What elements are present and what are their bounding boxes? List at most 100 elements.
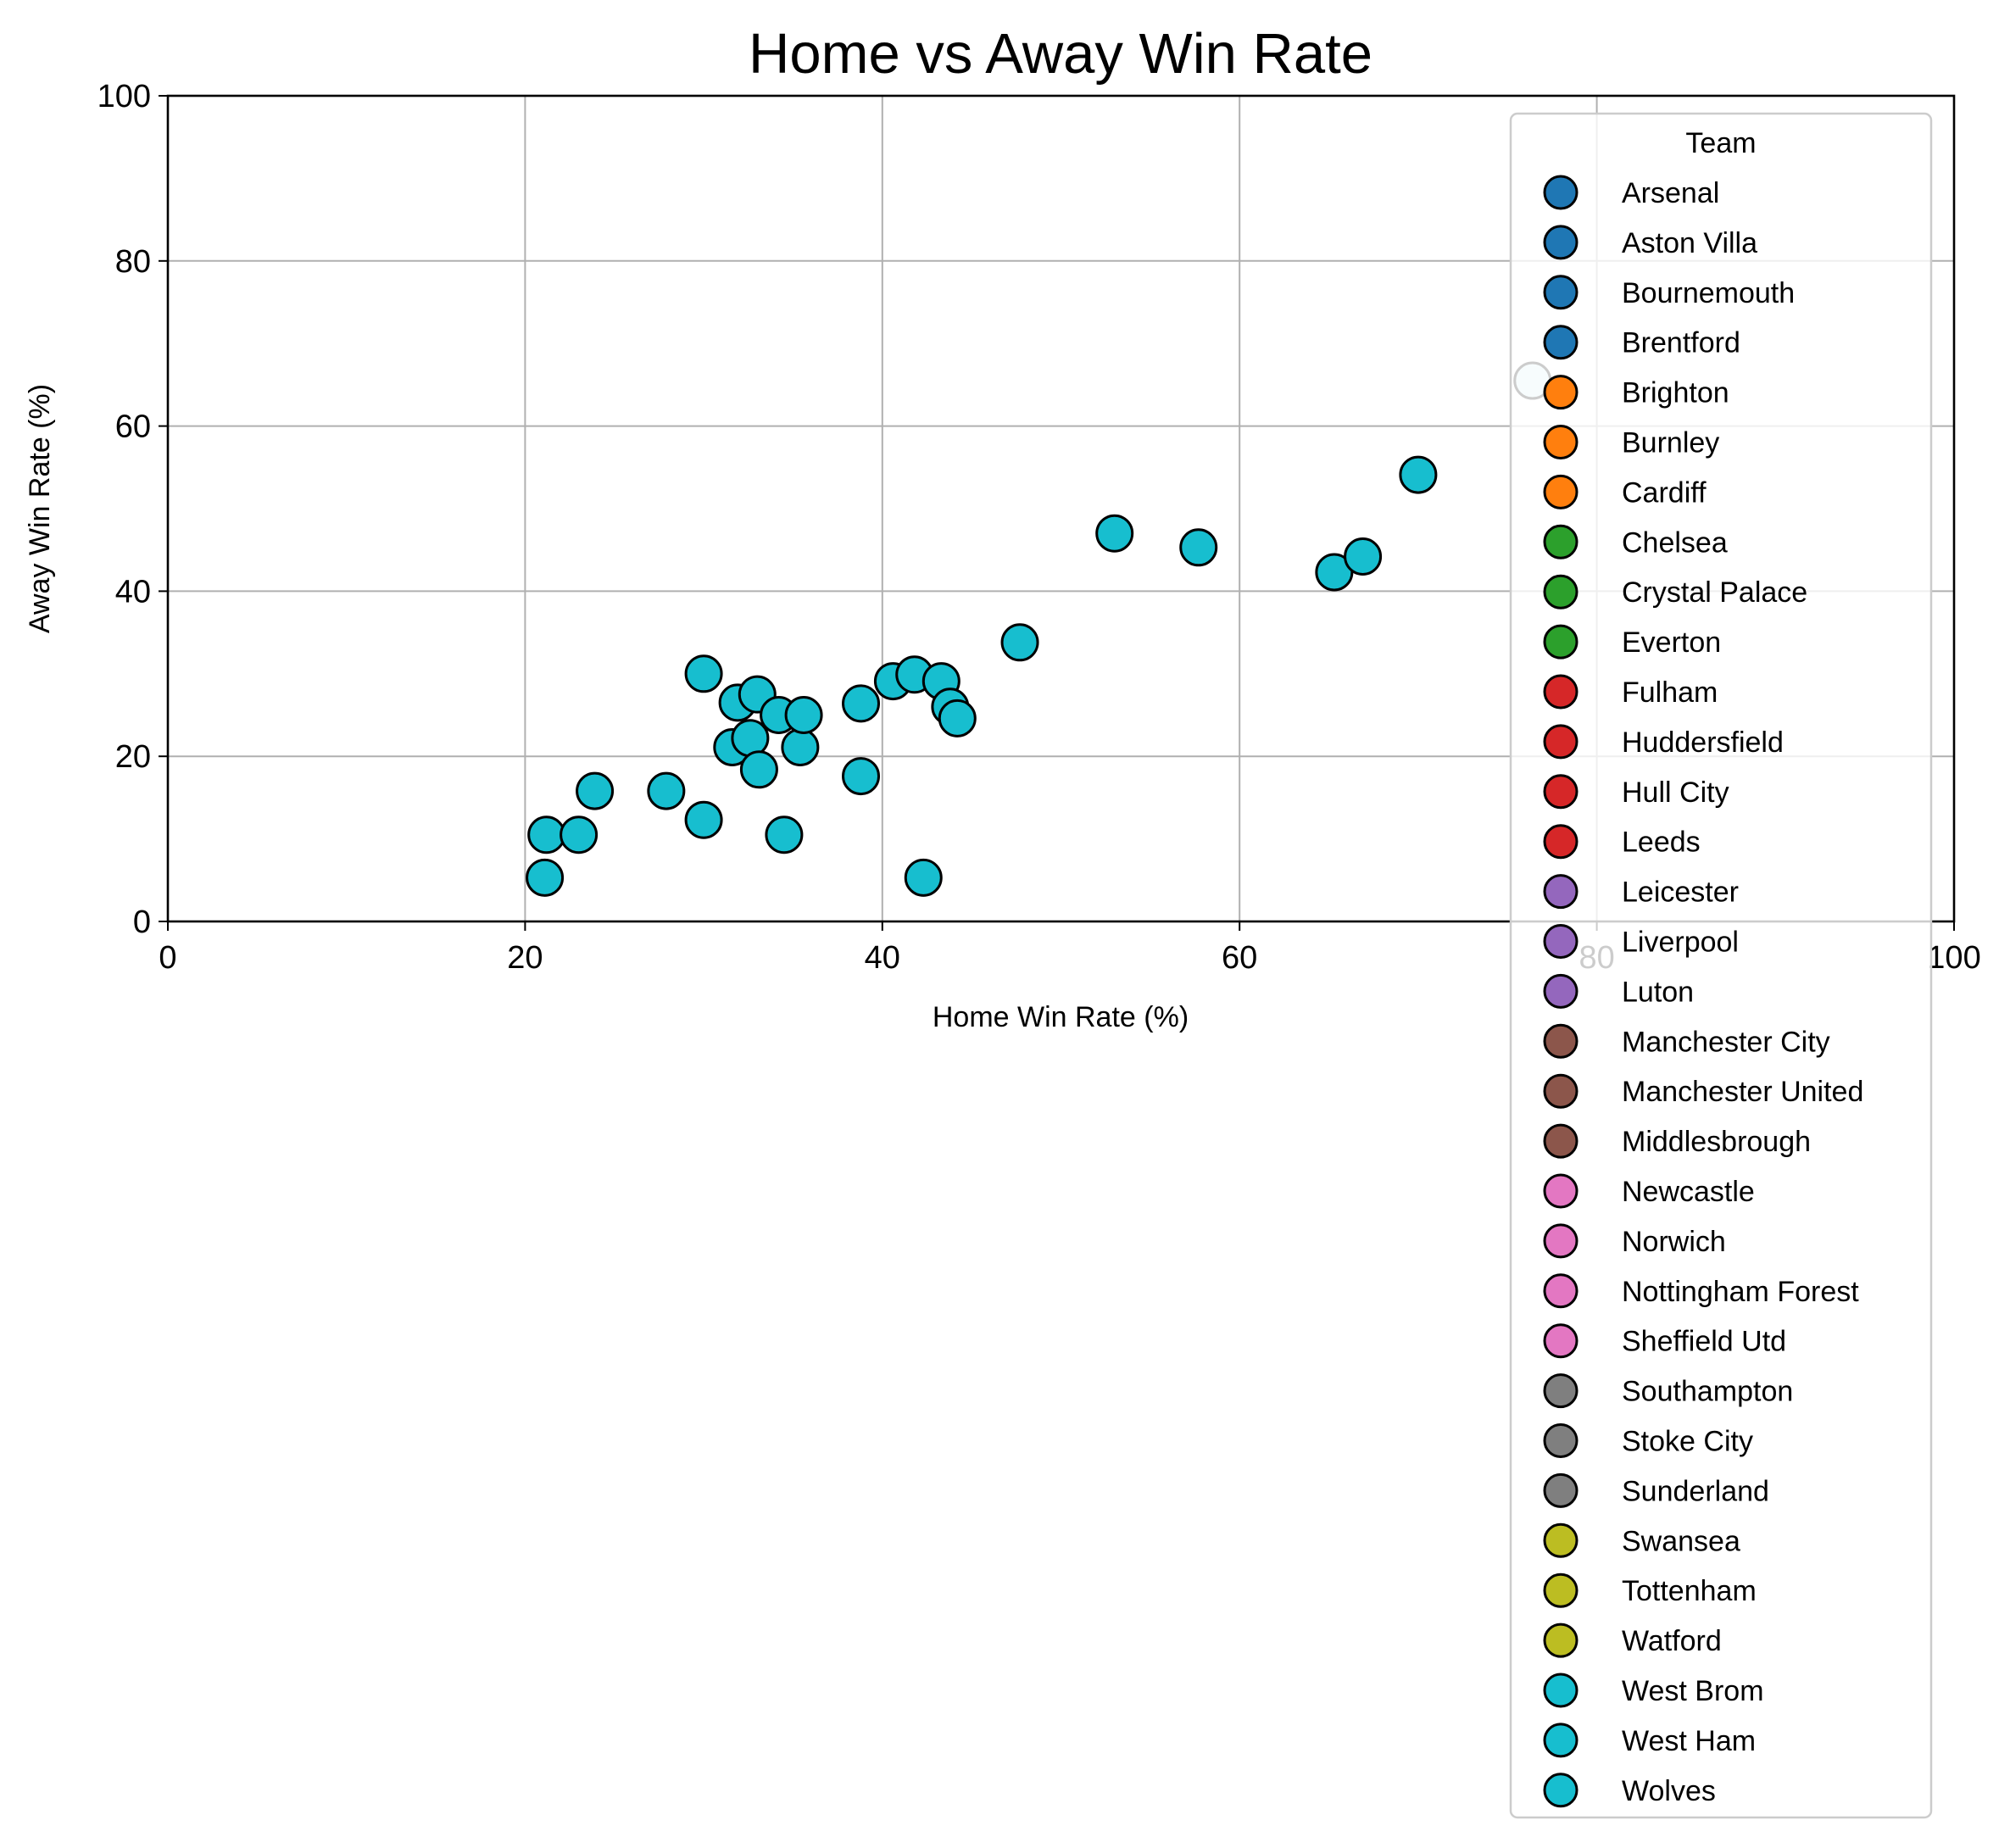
legend-label: Southampton xyxy=(1622,1376,1793,1408)
data-point xyxy=(1179,528,1218,567)
legend-marker xyxy=(1543,624,1578,660)
legend-label: Newcastle xyxy=(1622,1176,1755,1208)
legend-label: Chelsea xyxy=(1622,526,1728,559)
legend-label: Middlesbrough xyxy=(1622,1126,1811,1158)
legend-marker xyxy=(1543,674,1578,710)
legend-marker xyxy=(1543,325,1578,360)
data-point xyxy=(904,858,943,897)
legend-label: Liverpool xyxy=(1622,927,1739,959)
data-point xyxy=(526,858,565,897)
legend-label: West Ham xyxy=(1622,1725,1756,1757)
legend-marker xyxy=(1543,1623,1578,1658)
data-point xyxy=(560,815,599,854)
legend-label: Crystal Palace xyxy=(1622,576,1807,609)
x-tick-label: 20 xyxy=(507,940,543,976)
data-point xyxy=(1000,623,1039,662)
legend-box xyxy=(1509,112,1933,1819)
legend-marker xyxy=(1543,1123,1578,1159)
data-point xyxy=(731,719,770,758)
legend-label: Brentford xyxy=(1622,327,1740,359)
data-point xyxy=(842,684,881,723)
data-point xyxy=(781,727,820,766)
legend-marker xyxy=(1543,375,1578,410)
legend-marker xyxy=(1543,973,1578,1009)
chart-title: Home vs Away Win Rate xyxy=(749,22,1372,86)
legend-label: Luton xyxy=(1622,976,1694,1008)
legend-marker xyxy=(1543,1173,1578,1209)
legend-label: Sheffield Utd xyxy=(1622,1326,1786,1358)
y-tick-label: 100 xyxy=(97,79,151,114)
data-point xyxy=(684,654,723,693)
axis-ticks: 020406080100020406080100 xyxy=(97,79,1981,976)
y-tick-label: 60 xyxy=(115,409,151,445)
y-tick-label: 80 xyxy=(115,244,151,280)
y-tick-label: 20 xyxy=(115,739,151,775)
y-tick-label: 40 xyxy=(115,574,151,610)
data-point xyxy=(1095,514,1134,553)
legend-label: Leicester xyxy=(1622,877,1739,909)
y-axis-label: Away Win Rate (%) xyxy=(24,384,56,633)
legend-label: Sunderland xyxy=(1622,1475,1769,1507)
legend-marker xyxy=(1543,175,1578,210)
legend-label: Tottenham xyxy=(1622,1575,1757,1607)
legend-label: Hull City xyxy=(1622,776,1729,809)
legend-marker xyxy=(1543,1472,1578,1508)
legend-label: Cardiff xyxy=(1622,476,1707,509)
data-point xyxy=(1399,455,1438,494)
legend-marker xyxy=(1543,924,1578,959)
legend-marker xyxy=(1543,1073,1578,1109)
legend-label: Wolves xyxy=(1622,1775,1716,1807)
legend-marker xyxy=(1543,1223,1578,1259)
legend-marker xyxy=(1543,1423,1578,1458)
legend-marker xyxy=(1543,1023,1578,1059)
legend-label: West Brom xyxy=(1622,1675,1764,1707)
legend-label: Aston Villa xyxy=(1622,227,1757,259)
legend-label: Watford xyxy=(1622,1625,1722,1657)
legend-marker xyxy=(1543,874,1578,910)
legend-marker xyxy=(1543,1773,1578,1808)
legend-marker xyxy=(1543,1723,1578,1758)
data-point xyxy=(784,696,823,734)
legend-marker xyxy=(1543,574,1578,610)
legend-marker xyxy=(1543,824,1578,860)
x-tick-label: 100 xyxy=(1927,940,1980,976)
data-point xyxy=(647,771,686,810)
legend-label: Fulham xyxy=(1622,676,1718,709)
x-axis-label: Home Win Rate (%) xyxy=(933,1001,1189,1033)
data-point xyxy=(527,815,566,854)
legend-label: Stoke City xyxy=(1622,1426,1753,1458)
legend-label: Brighton xyxy=(1622,377,1729,409)
legend-label: Nottingham Forest xyxy=(1622,1276,1859,1308)
data-point xyxy=(684,800,723,839)
legend-label: Burnley xyxy=(1622,427,1719,459)
legend-marker xyxy=(1543,1373,1578,1409)
legend-label: Bournemouth xyxy=(1622,277,1795,309)
legend-marker xyxy=(1543,1572,1578,1608)
legend-label: Leeds xyxy=(1622,827,1701,859)
data-point xyxy=(938,699,977,738)
legend-label: Swansea xyxy=(1622,1525,1740,1557)
plot-frame xyxy=(166,94,1956,923)
legend-marker xyxy=(1543,474,1578,509)
data-point xyxy=(576,771,615,810)
legend-marker xyxy=(1543,1323,1578,1359)
legend-marker xyxy=(1543,524,1578,559)
legend-marker xyxy=(1543,724,1578,760)
legend-marker xyxy=(1543,425,1578,459)
legend-marker xyxy=(1543,225,1578,260)
legend-marker xyxy=(1543,1273,1578,1309)
legend-label: Arsenal xyxy=(1622,177,1719,209)
legend: Team Arsenal Aston Villa Bournemouth Brentfo… xyxy=(1509,112,1933,1819)
legend-label: Manchester United xyxy=(1622,1076,1863,1108)
legend-marker xyxy=(1543,1673,1578,1708)
legend-label: Manchester City xyxy=(1622,1026,1830,1058)
legend-label: Huddersfield xyxy=(1622,726,1784,759)
data-point xyxy=(1344,537,1383,576)
legend-title: Team xyxy=(1685,127,1756,159)
x-tick-label: 0 xyxy=(159,940,176,976)
legend-label: Everton xyxy=(1622,626,1721,659)
data-points xyxy=(526,361,1552,897)
legend-marker xyxy=(1543,275,1578,310)
data-point xyxy=(739,750,778,789)
